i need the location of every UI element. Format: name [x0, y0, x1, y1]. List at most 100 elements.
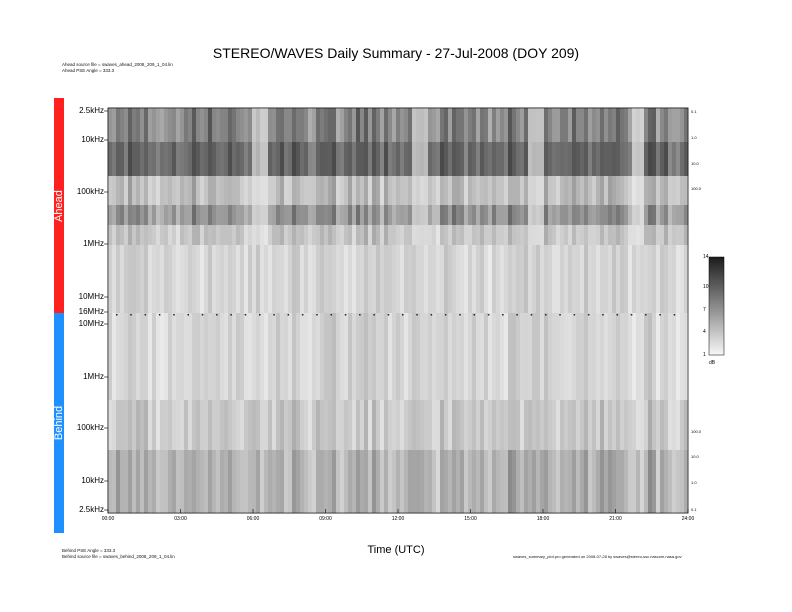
spectrogram-cell: [196, 245, 201, 313]
spectrogram-cell: [472, 225, 477, 245]
spectrogram-cell: [684, 313, 689, 400]
spectrogram-cell: [212, 450, 217, 513]
spectrogram-cell: [112, 176, 117, 205]
spectrogram-cell: [136, 225, 141, 245]
spectrogram-cell: [492, 142, 497, 176]
spectrogram-cell: [232, 142, 237, 176]
spectrogram-cell: [552, 450, 557, 513]
spectrogram-cell: [188, 176, 193, 205]
spectrogram-cell: [288, 205, 293, 225]
spectrogram-cell: [492, 450, 497, 513]
spectrogram-cell: [116, 176, 121, 205]
spectrogram-cell: [500, 205, 505, 225]
spectrogram-cell: [176, 450, 181, 513]
spectrogram-cell: [456, 313, 461, 400]
colorbar-swatch: [709, 315, 724, 319]
spectrogram-cell: [120, 313, 125, 400]
spectrogram-cell: [192, 245, 197, 313]
spectrogram-cell: [136, 400, 141, 450]
spectrogram-cell: [184, 313, 189, 400]
spectrogram-cell: [216, 400, 221, 450]
spectrogram-cell: [272, 142, 277, 176]
spectrogram-cell: [300, 245, 305, 313]
spectrogram-cell: [456, 225, 461, 245]
spectrogram-cell: [520, 313, 525, 400]
spectrogram-cell: [272, 205, 277, 225]
spectrogram-cell: [600, 400, 605, 450]
spectrogram-cell: [136, 205, 141, 225]
spectrogram-cell: [588, 245, 593, 313]
spectrogram-cell: [144, 400, 149, 450]
spectrogram-cell: [564, 108, 569, 142]
spectrogram-cell: [452, 225, 457, 245]
spectrogram-cell: [188, 245, 193, 313]
spectrogram-cell: [556, 205, 561, 225]
spectrogram-cell: [476, 450, 481, 513]
spectrogram-cell: [632, 450, 637, 513]
dotted-line-mark: [616, 314, 618, 316]
spectrogram-cell: [472, 176, 477, 205]
spectrogram-cell: [364, 450, 369, 513]
spectrogram-cell: [540, 205, 545, 225]
spectrogram-cell: [388, 400, 393, 450]
spectrogram-cell: [264, 225, 269, 245]
spectrogram-cell: [240, 142, 245, 176]
spectrogram-cell: [256, 245, 261, 313]
ahead-pse-angle: Ahead PSE Angle = 333.3: [62, 68, 115, 73]
spectrogram-cell: [604, 176, 609, 205]
spectrogram-cell: [560, 313, 565, 400]
spectrogram-cell: [316, 313, 321, 400]
spectrogram-cell: [412, 400, 417, 450]
spectrogram-cell: [304, 450, 309, 513]
spectrogram-cell: [676, 225, 681, 245]
spectrogram-cell: [648, 313, 653, 400]
spectrogram-cell: [324, 450, 329, 513]
dotted-line-mark: [430, 314, 433, 316]
spectrogram-cell: [368, 108, 373, 142]
spectrogram-cell: [116, 205, 121, 225]
spectrogram-cell: [128, 245, 133, 313]
spectrogram-cell: [232, 225, 237, 245]
spectrogram-cell: [516, 176, 521, 205]
spectrogram-cell: [344, 225, 349, 245]
spectrogram-cell: [336, 205, 341, 225]
spectrogram-cell: [420, 108, 425, 142]
spectrogram-cell: [384, 245, 389, 313]
spectrogram-cell: [336, 108, 341, 142]
spectrogram-cell: [668, 108, 673, 142]
spectrogram-cell: [364, 142, 369, 176]
spectrogram-cell: [676, 176, 681, 205]
behind-right-tick-label: 1.0: [691, 480, 697, 485]
spectrogram-cell: [412, 108, 417, 142]
spectrogram-cell: [312, 450, 317, 513]
spectrogram-cell: [184, 450, 189, 513]
footer-note: swaves_summary_plot.pro generated on 200…: [513, 554, 682, 559]
spectrogram-cell: [220, 245, 225, 313]
spectrogram-cell: [372, 245, 377, 313]
spectrogram-cell: [296, 450, 301, 513]
spectrogram-cell: [572, 142, 577, 176]
spectrogram-cell: [144, 108, 149, 142]
spectrogram-cell: [216, 245, 221, 313]
spectrogram-cell: [192, 142, 197, 176]
spectrogram-cell: [332, 450, 337, 513]
spectrogram-cell: [384, 108, 389, 142]
spectrogram-cell: [524, 245, 529, 313]
spectrogram-cell: [208, 176, 213, 205]
spectrogram-cell: [256, 205, 261, 225]
spectrogram-cell: [224, 450, 229, 513]
spectrogram-cell: [240, 176, 245, 205]
spectrogram-cell: [420, 450, 425, 513]
spectrogram-cell: [216, 313, 221, 400]
spectrogram-cell: [248, 245, 253, 313]
spectrogram-cell: [408, 176, 413, 205]
spectrogram-cell: [320, 176, 325, 205]
spectrogram-cell: [432, 225, 437, 245]
spectrogram-cell: [284, 205, 289, 225]
spectrogram-cell: [172, 400, 177, 450]
spectrogram-cell: [348, 176, 353, 205]
spectrogram-cell: [532, 176, 537, 205]
spectrogram-cell: [180, 142, 185, 176]
spectrogram-cell: [436, 400, 441, 450]
spectrogram-cell: [376, 142, 381, 176]
